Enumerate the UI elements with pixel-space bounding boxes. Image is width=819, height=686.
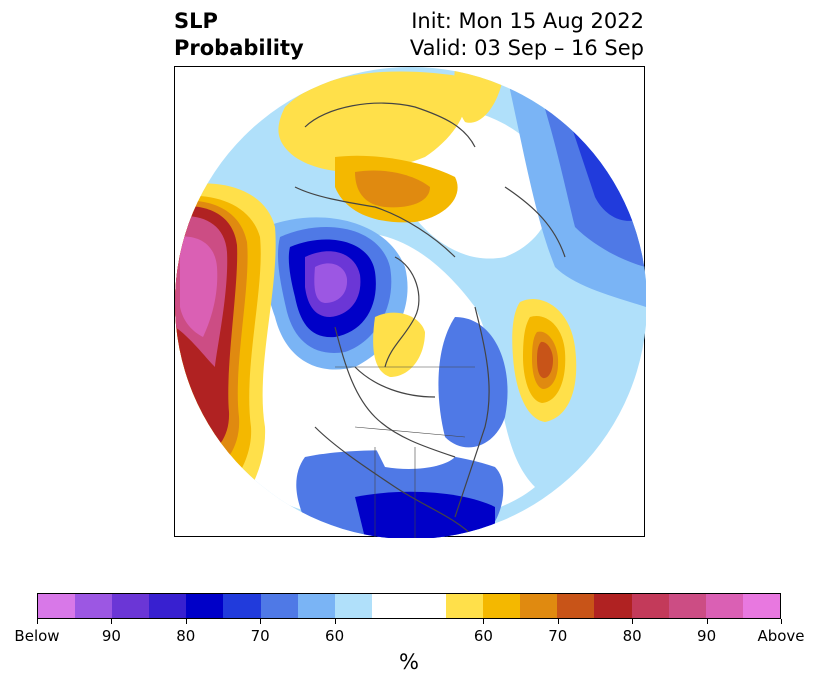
colorbar-swatch bbox=[668, 594, 706, 618]
colorbar-swatch bbox=[557, 594, 595, 618]
colorbar-tick-mark bbox=[111, 619, 113, 624]
colorbar-swatch bbox=[446, 594, 484, 618]
above-region-siberia-60 bbox=[278, 71, 468, 172]
colorbar-tick-label: 60 bbox=[473, 627, 493, 645]
colorbar-tick-mark bbox=[781, 619, 782, 624]
colorbar-tick-mark bbox=[483, 619, 485, 624]
colorbar bbox=[37, 593, 781, 619]
colorbar-tick-label: 60 bbox=[325, 627, 345, 645]
colorbar-tick-label: Below bbox=[14, 627, 60, 645]
above-region-russia-70 bbox=[355, 170, 430, 208]
init-date: Init: Mon 15 Aug 2022 bbox=[411, 9, 644, 33]
title-right: Init: Mon 15 Aug 2022 Valid: 03 Sep – 16… bbox=[410, 8, 644, 62]
title-left: SLP Probability bbox=[174, 8, 304, 62]
colorbar-tick-label: 80 bbox=[176, 627, 196, 645]
below-region-pacific-70 bbox=[438, 317, 508, 448]
title-variable: SLP bbox=[174, 9, 218, 33]
colorbar-unit-label: % bbox=[399, 650, 419, 674]
colorbar-swatch bbox=[594, 594, 632, 618]
colorbar-tick-mark bbox=[334, 619, 336, 624]
colorbar-swatch bbox=[223, 594, 261, 618]
colorbar-swatch bbox=[742, 594, 780, 618]
colorbar-swatch bbox=[260, 594, 298, 618]
colorbar-swatch bbox=[520, 594, 558, 618]
colorbar-swatch bbox=[149, 594, 187, 618]
colorbar-tick-label: Above bbox=[757, 627, 805, 645]
below-region-atlantic-peak bbox=[314, 263, 348, 303]
colorbar-tick-mark bbox=[260, 619, 262, 624]
colorbar-swatch bbox=[371, 594, 447, 618]
colorbar-tick-mark bbox=[632, 619, 634, 624]
above-region-pacific-peak bbox=[180, 236, 218, 337]
above-region-arctic-60 bbox=[373, 312, 425, 377]
polar-map bbox=[175, 67, 646, 538]
colorbar-tick-label: 90 bbox=[697, 627, 717, 645]
valid-range: Valid: 03 Sep – 16 Sep bbox=[409, 36, 644, 60]
colorbar-swatch bbox=[112, 594, 150, 618]
map-panel bbox=[174, 66, 646, 538]
colorbar-swatch bbox=[631, 594, 669, 618]
colorbar-swatch bbox=[705, 594, 743, 618]
colorbar-tick-mark bbox=[185, 619, 187, 624]
coastlines bbox=[294, 102, 566, 538]
colorbar-swatch bbox=[38, 594, 76, 618]
colorbar-swatch bbox=[75, 594, 113, 618]
colorbar-tick-label: 70 bbox=[548, 627, 568, 645]
borders bbox=[335, 366, 475, 538]
colorbar-tick-mark bbox=[557, 619, 559, 624]
colorbar-tick-mark bbox=[706, 619, 708, 624]
colorbar-tick-label: 70 bbox=[250, 627, 270, 645]
colorbar-tick-label: 80 bbox=[622, 627, 642, 645]
colorbar-swatch bbox=[186, 594, 224, 618]
colorbar-swatch bbox=[483, 594, 521, 618]
colorbar-swatch bbox=[334, 594, 372, 618]
colorbar-tick-mark bbox=[37, 619, 38, 624]
above-region-atlantic-peak bbox=[537, 341, 553, 379]
colorbar-swatch bbox=[297, 594, 335, 618]
colorbar-tick-label: 90 bbox=[101, 627, 121, 645]
title-product: Probability bbox=[174, 36, 304, 60]
